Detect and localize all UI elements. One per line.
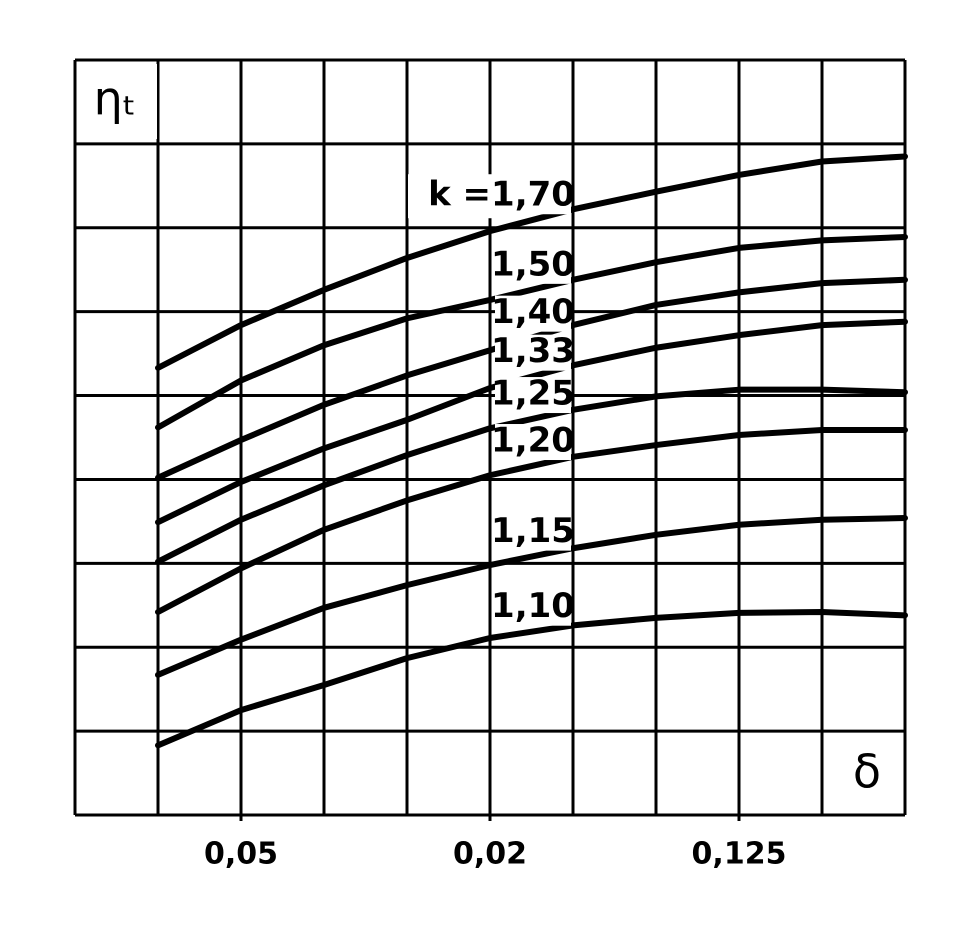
series-label: 1,25 bbox=[491, 374, 575, 414]
x-tick-label: 0,02 bbox=[453, 837, 527, 872]
y-axis-label: ηₜ bbox=[94, 72, 137, 126]
label-background bbox=[79, 64, 157, 139]
label-background bbox=[495, 295, 571, 332]
curve bbox=[155, 386, 908, 565]
series-label: 1,40 bbox=[491, 292, 575, 332]
curve bbox=[155, 153, 908, 371]
series-label: 1,15 bbox=[491, 511, 575, 551]
annotation: k = bbox=[428, 175, 491, 215]
curve bbox=[155, 426, 908, 615]
label-background bbox=[495, 514, 571, 551]
label-background bbox=[495, 589, 571, 626]
label-background bbox=[408, 174, 493, 219]
x-tick-label: 0,125 bbox=[692, 837, 787, 872]
label-background bbox=[495, 377, 571, 414]
series-label: 1,20 bbox=[491, 421, 575, 461]
label-background bbox=[495, 178, 571, 215]
x-axis-label: δ bbox=[853, 745, 881, 799]
series-label: 1,33 bbox=[491, 331, 575, 371]
label-background bbox=[495, 424, 571, 461]
series-label: 1,50 bbox=[491, 244, 575, 284]
x-tick-label: 0,05 bbox=[204, 837, 278, 872]
curve bbox=[155, 234, 908, 431]
curve bbox=[155, 515, 908, 678]
label-background bbox=[495, 247, 571, 284]
series-label: 1,70 bbox=[491, 175, 575, 215]
curve bbox=[155, 608, 908, 749]
label-background bbox=[495, 334, 571, 371]
series-label: 1,10 bbox=[491, 586, 575, 626]
label-background bbox=[830, 737, 902, 812]
curve bbox=[155, 318, 908, 526]
